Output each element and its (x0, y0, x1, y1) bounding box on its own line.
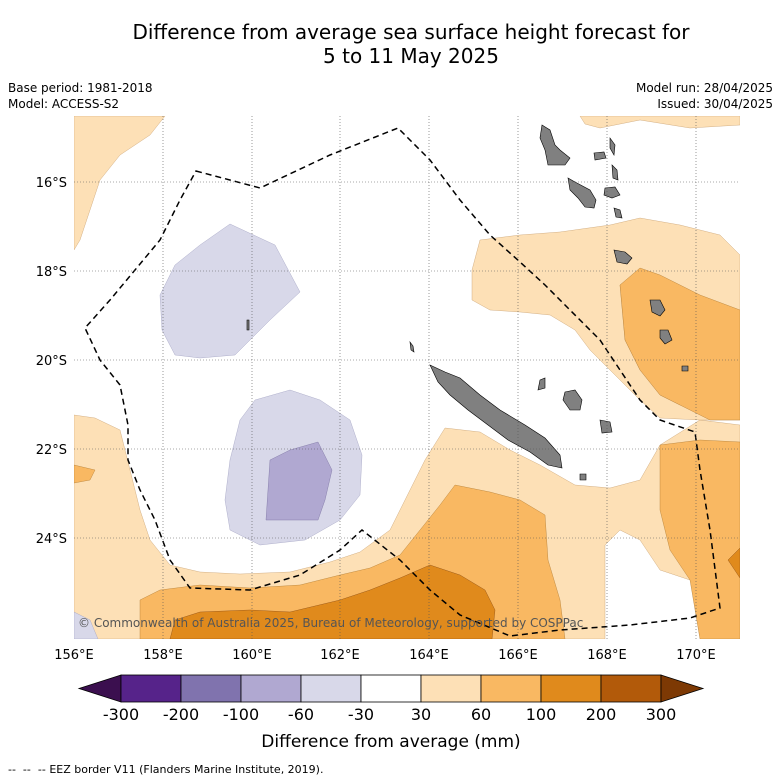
eez-border-line (84, 127, 721, 637)
lon-tick-label: 168°E (587, 648, 627, 663)
legend-swatch (120, 674, 182, 703)
legend-swatch (480, 674, 542, 703)
lat-tick-label: 16°S (36, 176, 67, 191)
land-masses (246, 124, 689, 481)
lat-tick-label: 18°S (36, 265, 67, 280)
title-line-1: Difference from average sea surface heig… (132, 20, 690, 44)
legend-tick-labels: -300 -200 -100 -60 -30 30 60 100 200 300 (103, 705, 676, 724)
legend-tick-label: 100 (526, 705, 557, 724)
model-run-text: Model run: 28/04/2025 (635, 81, 773, 95)
base-period-text: Base period: 1981-2018 (8, 81, 153, 95)
latitude-tick-labels: 16°S 18°S 20°S 22°S 24°S (36, 176, 67, 547)
legend-tick-label: 30 (411, 705, 431, 724)
legend-swatch (180, 674, 242, 703)
lon-tick-label: 158°E (143, 648, 183, 663)
title-line-2: 5 to 11 May 2025 (323, 44, 499, 68)
legend-arrow-low (77, 674, 122, 703)
eez-dash-symbol: -- -- -- (8, 763, 50, 776)
legend-swatch (240, 674, 302, 703)
legend-swatch (540, 674, 602, 703)
legend-tick-label: 200 (586, 705, 617, 724)
lat-tick-label: 20°S (36, 354, 67, 369)
legend-tick-label: -100 (223, 705, 259, 724)
issued-text: Issued: 30/04/2025 (657, 97, 773, 111)
lon-tick-label: 162°E (320, 648, 360, 663)
anomaly-fill-30-60 (74, 116, 740, 639)
legend-swatch (300, 674, 362, 703)
longitude-tick-labels: 156°E 158°E 160°E 162°E 164°E 166°E 168°… (54, 648, 716, 663)
legend-tick-label: -300 (103, 705, 139, 724)
copyright-text: © Commonwealth of Australia 2025, Bureau… (78, 616, 583, 630)
eez-footnote: -- -- -- EEZ border V11 (Flanders Marine… (8, 763, 323, 776)
meta-right: Model run: 28/04/2025 Issued: 30/04/2025 (636, 80, 773, 112)
meta-left: Base period: 1981-2018 Model: ACCESS-S2 (8, 80, 153, 112)
color-legend (77, 674, 705, 703)
vanuatu-espiritu-santo (539, 124, 571, 166)
anomaly-fill-100-200 (169, 547, 740, 639)
legend-tick-label: 300 (646, 705, 677, 724)
legend-arrow-high (660, 674, 705, 703)
legend-tick-label: -200 (163, 705, 199, 724)
legend-swatch (420, 674, 482, 703)
lon-tick-label: 160°E (232, 648, 272, 663)
lon-tick-label: 170°E (676, 648, 716, 663)
lat-tick-label: 22°S (36, 443, 67, 458)
legend-swatch (600, 674, 662, 703)
map-gridlines (74, 116, 740, 639)
legend-tick-label: -60 (288, 705, 314, 724)
map-title: Difference from average sea surface heig… (0, 20, 781, 68)
legend-tick-label: -30 (348, 705, 374, 724)
lat-tick-label: 24°S (36, 532, 67, 547)
model-text: Model: ACCESS-S2 (8, 97, 120, 111)
lon-tick-label: 164°E (409, 648, 449, 663)
lon-tick-label: 166°E (498, 648, 538, 663)
eez-footnote-text: EEZ border V11 (Flanders Marine Institut… (49, 763, 324, 776)
lon-tick-label: 156°E (54, 648, 94, 663)
new-caledonia-landmass (429, 364, 563, 469)
legend-title: Difference from average (mm) (261, 732, 520, 752)
anomaly-fill-neg60-neg100 (265, 441, 333, 521)
legend-tick-label: 60 (471, 705, 491, 724)
map-panel: © Commonwealth of Australia 2025, Bureau… (74, 116, 740, 639)
legend-swatch (360, 674, 422, 703)
